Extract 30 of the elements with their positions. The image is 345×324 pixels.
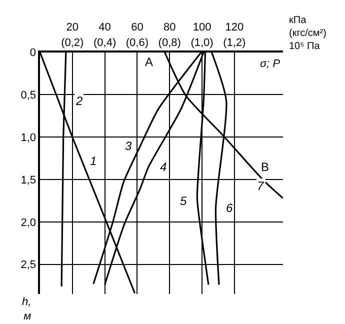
x2-tick-label: (0,6) xyxy=(126,37,149,50)
x-axis-title: σ; P xyxy=(260,58,281,70)
x2-tick-label: (0,8) xyxy=(158,37,181,50)
annotation: B xyxy=(261,160,270,174)
x-tick-label: 40 xyxy=(98,21,111,34)
series-label: 4 xyxy=(160,160,167,174)
x-tick-label: 60 xyxy=(131,21,144,34)
x-tick-label: 80 xyxy=(163,21,176,34)
x2-tick-label: (1,0) xyxy=(190,37,214,50)
x-tick-label: 100 xyxy=(192,21,212,34)
series-label: 6 xyxy=(226,201,233,215)
series-label: 2 xyxy=(75,94,83,108)
series-label: 1 xyxy=(90,154,97,168)
x-tick-label: 20 xyxy=(66,21,79,34)
series-label: 3 xyxy=(125,139,132,153)
y-tick-label: 2,5 xyxy=(20,259,36,272)
y-tick-label: 0 xyxy=(30,47,36,60)
series-label: 5 xyxy=(180,194,187,208)
x2-tick-label: (0,2) xyxy=(61,37,84,50)
series-label: 7 xyxy=(257,179,265,193)
y-tick-label: 1,0 xyxy=(20,132,36,144)
annotation: A xyxy=(145,55,154,69)
y-axis-title: h, м xyxy=(22,296,32,322)
x-tick-label: 120 xyxy=(225,21,244,34)
text: кПа (кгс/см²) 10⁵ Па xyxy=(289,15,326,52)
x2-tick-label: (1,2) xyxy=(223,37,246,50)
y-tick-label: 2,0 xyxy=(20,216,36,229)
y-tick-label: 0,5 xyxy=(20,90,36,102)
y-tick-label: 1,5 xyxy=(20,174,36,186)
x2-tick-label: (0,4) xyxy=(93,37,116,50)
